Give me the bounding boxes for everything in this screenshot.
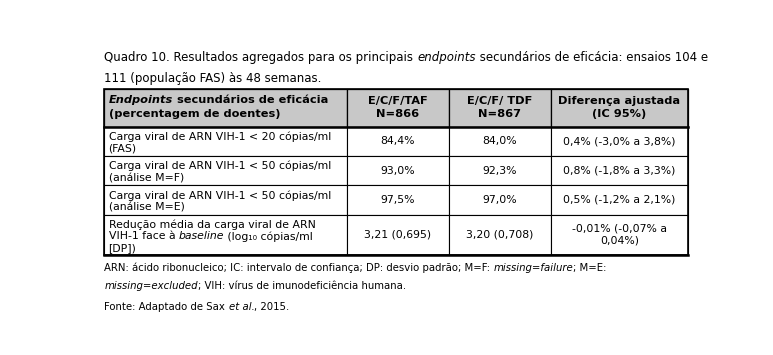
Bar xyxy=(104,214,346,255)
Bar xyxy=(551,214,688,255)
Text: 97,0%: 97,0% xyxy=(482,195,517,205)
Text: ; M=E:: ; M=E: xyxy=(574,263,607,273)
Text: et al.: et al. xyxy=(229,302,254,312)
Bar xyxy=(551,89,688,127)
Text: endpoints: endpoints xyxy=(417,51,475,64)
Text: 0,04%): 0,04%) xyxy=(600,236,638,246)
Text: ; VIH: vírus de imunodeficiência humana.: ; VIH: vírus de imunodeficiência humana. xyxy=(198,281,406,291)
Text: , 2015.: , 2015. xyxy=(254,302,290,312)
Bar xyxy=(346,89,448,127)
Text: secundários de eficácia: secundários de eficácia xyxy=(173,95,329,105)
Text: Diferença ajustada: Diferença ajustada xyxy=(558,96,680,106)
Text: 93,0%: 93,0% xyxy=(380,166,415,176)
Text: (análise M=F): (análise M=F) xyxy=(108,173,184,183)
Bar xyxy=(448,156,551,185)
Bar xyxy=(448,214,551,255)
Bar xyxy=(104,185,346,214)
Text: Endpoints: Endpoints xyxy=(108,95,173,105)
Bar xyxy=(448,127,551,156)
Bar xyxy=(448,185,551,214)
Text: 111 (população FAS) às 48 semanas.: 111 (população FAS) às 48 semanas. xyxy=(104,72,322,85)
Text: (FAS): (FAS) xyxy=(108,144,137,154)
Text: (log₁₀ cópias/ml: (log₁₀ cópias/ml xyxy=(224,231,313,242)
Text: 3,20 (0,708): 3,20 (0,708) xyxy=(466,230,533,240)
Text: Carga viral de ARN VIH-1 < 20 cópias/ml: Carga viral de ARN VIH-1 < 20 cópias/ml xyxy=(108,132,331,142)
Text: N=867: N=867 xyxy=(478,109,521,119)
Text: [DP]): [DP]) xyxy=(108,243,137,253)
Bar xyxy=(104,127,346,156)
Text: -0,01% (-0,07% a: -0,01% (-0,07% a xyxy=(572,224,667,234)
Text: Quadro 10. Resultados agregados para os principais: Quadro 10. Resultados agregados para os … xyxy=(104,51,417,64)
Text: baseline: baseline xyxy=(179,231,224,241)
Bar xyxy=(346,127,448,156)
Text: 0,8% (-1,8% a 3,3%): 0,8% (-1,8% a 3,3%) xyxy=(564,166,676,176)
Text: missing=failure: missing=failure xyxy=(494,263,574,273)
Text: (percentagem de doentes): (percentagem de doentes) xyxy=(108,109,280,119)
Text: 97,5%: 97,5% xyxy=(380,195,415,205)
Text: Carga viral de ARN VIH-1 < 50 cópias/ml: Carga viral de ARN VIH-1 < 50 cópias/ml xyxy=(108,161,331,171)
Text: 3,21 (0,695): 3,21 (0,695) xyxy=(364,230,431,240)
Text: missing=excluded: missing=excluded xyxy=(104,281,198,291)
Text: 84,4%: 84,4% xyxy=(380,136,415,146)
Text: secundários de eficácia: ensaios 104 e: secundários de eficácia: ensaios 104 e xyxy=(475,51,708,64)
Text: E/C/F/TAF: E/C/F/TAF xyxy=(368,96,427,106)
Text: E/C/F/ TDF: E/C/F/ TDF xyxy=(467,96,533,106)
Bar xyxy=(551,185,688,214)
Text: 92,3%: 92,3% xyxy=(482,166,517,176)
Bar xyxy=(346,214,448,255)
Text: (IC 95%): (IC 95%) xyxy=(592,109,646,119)
Text: 84,0%: 84,0% xyxy=(482,136,517,146)
Bar xyxy=(551,156,688,185)
Bar xyxy=(551,127,688,156)
Text: Carga viral de ARN VIH-1 < 50 cópias/ml: Carga viral de ARN VIH-1 < 50 cópias/ml xyxy=(108,190,331,201)
Text: 0,4% (-3,0% a 3,8%): 0,4% (-3,0% a 3,8%) xyxy=(563,136,676,146)
Bar xyxy=(104,156,346,185)
Text: VIH-1 face à: VIH-1 face à xyxy=(108,231,179,241)
Text: N=866: N=866 xyxy=(376,109,419,119)
Text: 0,5% (-1,2% a 2,1%): 0,5% (-1,2% a 2,1%) xyxy=(564,195,676,205)
Text: ARN: ácido ribonucleico; IC: intervalo de confiança; DP: desvio padrão; M=F:: ARN: ácido ribonucleico; IC: intervalo d… xyxy=(104,263,494,273)
Text: Fonte: Adaptado de Sax: Fonte: Adaptado de Sax xyxy=(104,302,229,312)
Bar xyxy=(104,89,346,127)
Bar xyxy=(346,156,448,185)
Bar xyxy=(448,89,551,127)
Bar xyxy=(346,185,448,214)
Text: (análise M=E): (análise M=E) xyxy=(108,202,185,212)
Text: Redução média da carga viral de ARN: Redução média da carga viral de ARN xyxy=(108,219,315,230)
Bar xyxy=(104,89,688,255)
